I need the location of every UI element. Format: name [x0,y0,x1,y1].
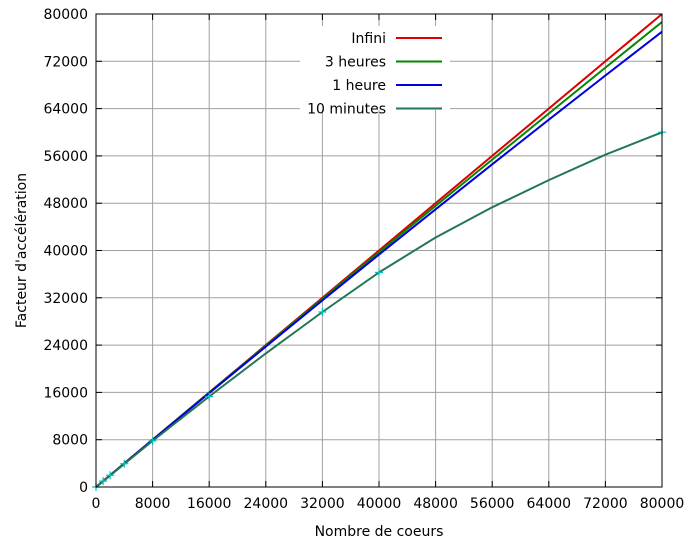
legend-label: 3 heures [325,55,386,71]
legend-label: Infini [351,31,386,47]
y-tick-label: 48000 [43,196,88,212]
y-tick-label: 80000 [43,7,88,23]
x-tick-label: 40000 [357,496,402,512]
axis-ticks: 0 8000 16000 24000 32000 40000 48000 56000 64000… [43,7,684,512]
series-line [95,30,663,488]
y-tick-label: 16000 [43,385,88,401]
x-tick-label: 0 [92,496,101,512]
x-tick-label: 72000 [583,496,628,512]
y-tick-label: 24000 [43,338,88,354]
x-tick-label: 32000 [300,496,345,512]
data-marker [99,477,108,486]
y-tick-label: 64000 [43,102,88,118]
y-axis-label: Facteur d'accélération [14,173,30,328]
x-tick-label: 64000 [527,496,572,512]
data-marker [205,392,214,401]
data-marker [106,471,115,480]
y-tick-label: 0 [79,480,88,496]
legend-background [300,26,450,110]
legend-label: 10 minutes [307,102,386,118]
x-tick-label: 16000 [187,496,232,512]
x-tick-label: 56000 [470,496,515,512]
y-tick-label: 40000 [43,244,88,260]
y-tick-label: 8000 [52,433,88,449]
data-marker [318,307,327,316]
legend: Infini 3 heures 1 heure 10 minutes [300,26,450,118]
y-tick-label: 56000 [43,149,88,165]
legend-label: 1 heure [332,78,386,94]
y-tick-label: 32000 [43,291,88,307]
x-axis-label: Nombre de coeurs [315,524,444,540]
x-tick-label: 24000 [244,496,289,512]
x-tick-label: 80000 [640,496,685,512]
data-marker [375,268,383,277]
data-marker [120,459,129,468]
y-tick-label: 72000 [43,54,88,70]
x-tick-label: 8000 [135,496,171,512]
data-marker [148,436,157,445]
x-tick-label: 48000 [413,496,458,512]
